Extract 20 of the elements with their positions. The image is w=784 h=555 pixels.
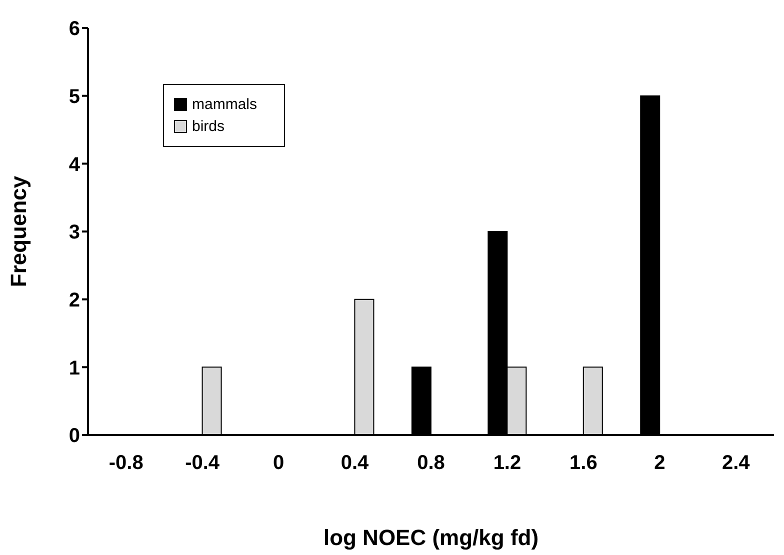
y-tick-label: 3 [68,222,80,244]
x-tick-label: -0.8 [108,452,144,474]
y-tick-label: 1 [68,357,80,380]
x-tick-label: 0 [272,452,284,474]
y-tick-label: 5 [68,86,80,108]
y-tick-label: 0 [68,425,80,448]
y-tick-label: 2 [68,289,80,312]
x-tick-label: 1.2 [493,452,522,474]
y-tick-label: 4 [68,154,81,176]
y-axis-title: Frequency [6,175,31,288]
x-tick-label: 2.4 [722,452,751,474]
x-tick-label: 0.8 [417,452,445,474]
x-tick-label: -0.4 [185,452,220,474]
x-tick-label: 0.4 [340,452,370,474]
y-tick-label: 6 [68,18,80,40]
x-tick-label: 1.6 [570,452,598,474]
x-axis-title: log NOEC (mg/kg fd) [323,525,539,550]
legend-label: mammals [192,96,258,113]
x-tick-label: 2 [654,452,666,474]
legend-label: birds [192,118,225,135]
